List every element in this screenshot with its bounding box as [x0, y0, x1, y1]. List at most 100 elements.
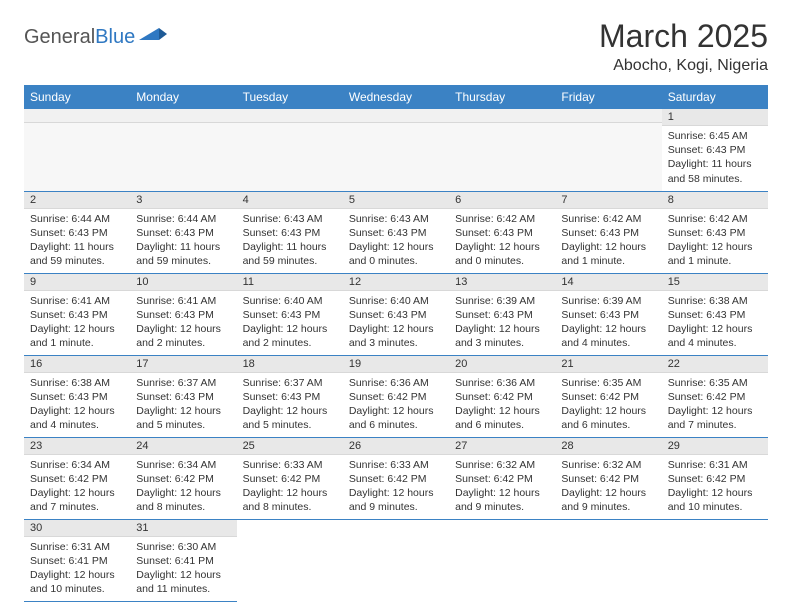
- calendar-cell: 9Sunrise: 6:41 AMSunset: 6:43 PMDaylight…: [24, 273, 130, 355]
- day-number: 16: [24, 356, 130, 373]
- day-sunset: Sunset: 6:42 PM: [30, 472, 124, 486]
- day-daylight: Daylight: 12 hours and 1 minute.: [561, 240, 655, 268]
- day-number: 18: [237, 356, 343, 373]
- calendar-cell: 28Sunrise: 6:32 AMSunset: 6:42 PMDayligh…: [555, 437, 661, 519]
- day-daylight: Daylight: 12 hours and 0 minutes.: [455, 240, 549, 268]
- calendar-cell: 16Sunrise: 6:38 AMSunset: 6:43 PMDayligh…: [24, 355, 130, 437]
- day-number: 7: [555, 192, 661, 209]
- day-body: Sunrise: 6:32 AMSunset: 6:42 PMDaylight:…: [555, 455, 661, 519]
- day-body: Sunrise: 6:34 AMSunset: 6:42 PMDaylight:…: [24, 455, 130, 519]
- day-sunset: Sunset: 6:42 PM: [668, 472, 762, 486]
- calendar-cell: 3Sunrise: 6:44 AMSunset: 6:43 PMDaylight…: [130, 191, 236, 273]
- day-sunset: Sunset: 6:41 PM: [30, 554, 124, 568]
- day-daylight: Daylight: 11 hours and 59 minutes.: [136, 240, 230, 268]
- day-daylight: Daylight: 12 hours and 2 minutes.: [243, 322, 337, 350]
- day-number: 5: [343, 192, 449, 209]
- day-daylight: Daylight: 12 hours and 8 minutes.: [243, 486, 337, 514]
- day-daylight: Daylight: 12 hours and 4 minutes.: [30, 404, 124, 432]
- day-body: Sunrise: 6:39 AMSunset: 6:43 PMDaylight:…: [555, 291, 661, 355]
- day-sunrise: Sunrise: 6:38 AM: [668, 294, 762, 308]
- day-sunset: Sunset: 6:42 PM: [243, 472, 337, 486]
- day-sunrise: Sunrise: 6:32 AM: [455, 458, 549, 472]
- day-daylight: Daylight: 12 hours and 3 minutes.: [349, 322, 443, 350]
- day-daylight: Daylight: 12 hours and 1 minute.: [30, 322, 124, 350]
- calendar-table: SundayMondayTuesdayWednesdayThursdayFrid…: [24, 85, 768, 602]
- day-body: Sunrise: 6:39 AMSunset: 6:43 PMDaylight:…: [449, 291, 555, 355]
- day-number: 14: [555, 274, 661, 291]
- day-sunset: Sunset: 6:43 PM: [30, 390, 124, 404]
- calendar-cell: 18Sunrise: 6:37 AMSunset: 6:43 PMDayligh…: [237, 355, 343, 437]
- calendar-week-row: 23Sunrise: 6:34 AMSunset: 6:42 PMDayligh…: [24, 437, 768, 519]
- day-sunrise: Sunrise: 6:41 AM: [30, 294, 124, 308]
- day-sunrise: Sunrise: 6:39 AM: [561, 294, 655, 308]
- day-sunset: Sunset: 6:42 PM: [561, 390, 655, 404]
- day-sunrise: Sunrise: 6:42 AM: [455, 212, 549, 226]
- day-daylight: Daylight: 12 hours and 10 minutes.: [668, 486, 762, 514]
- day-number: 24: [130, 438, 236, 455]
- day-body: Sunrise: 6:30 AMSunset: 6:41 PMDaylight:…: [130, 537, 236, 601]
- day-number: 19: [343, 356, 449, 373]
- calendar-cell: [237, 519, 343, 601]
- calendar-cell: 8Sunrise: 6:42 AMSunset: 6:43 PMDaylight…: [662, 191, 768, 273]
- day-number: 30: [24, 520, 130, 537]
- weekday-header: Thursday: [449, 85, 555, 109]
- day-sunset: Sunset: 6:43 PM: [243, 226, 337, 240]
- day-sunset: Sunset: 6:43 PM: [243, 308, 337, 322]
- calendar-cell: 17Sunrise: 6:37 AMSunset: 6:43 PMDayligh…: [130, 355, 236, 437]
- calendar-cell: 20Sunrise: 6:36 AMSunset: 6:42 PMDayligh…: [449, 355, 555, 437]
- empty-cell: [237, 109, 343, 123]
- day-daylight: Daylight: 12 hours and 4 minutes.: [668, 322, 762, 350]
- calendar-cell: 22Sunrise: 6:35 AMSunset: 6:42 PMDayligh…: [662, 355, 768, 437]
- day-number: 23: [24, 438, 130, 455]
- day-sunrise: Sunrise: 6:37 AM: [243, 376, 337, 390]
- day-daylight: Daylight: 12 hours and 7 minutes.: [30, 486, 124, 514]
- logo-text-general: General: [24, 26, 95, 48]
- day-sunrise: Sunrise: 6:41 AM: [136, 294, 230, 308]
- logo: GeneralBlue: [24, 26, 167, 49]
- day-body: Sunrise: 6:43 AMSunset: 6:43 PMDaylight:…: [343, 209, 449, 273]
- day-daylight: Daylight: 12 hours and 7 minutes.: [668, 404, 762, 432]
- weekday-header: Saturday: [662, 85, 768, 109]
- day-daylight: Daylight: 12 hours and 8 minutes.: [136, 486, 230, 514]
- day-body: Sunrise: 6:42 AMSunset: 6:43 PMDaylight:…: [662, 209, 768, 273]
- day-sunrise: Sunrise: 6:35 AM: [561, 376, 655, 390]
- day-sunset: Sunset: 6:42 PM: [455, 472, 549, 486]
- calendar-cell: 12Sunrise: 6:40 AMSunset: 6:43 PMDayligh…: [343, 273, 449, 355]
- calendar-cell: 21Sunrise: 6:35 AMSunset: 6:42 PMDayligh…: [555, 355, 661, 437]
- day-sunrise: Sunrise: 6:35 AM: [668, 376, 762, 390]
- calendar-cell: 27Sunrise: 6:32 AMSunset: 6:42 PMDayligh…: [449, 437, 555, 519]
- calendar-cell: 30Sunrise: 6:31 AMSunset: 6:41 PMDayligh…: [24, 519, 130, 601]
- day-number: 25: [237, 438, 343, 455]
- day-sunset: Sunset: 6:43 PM: [455, 308, 549, 322]
- day-body: Sunrise: 6:44 AMSunset: 6:43 PMDaylight:…: [130, 209, 236, 273]
- day-body: Sunrise: 6:36 AMSunset: 6:42 PMDaylight:…: [449, 373, 555, 437]
- calendar-cell: 13Sunrise: 6:39 AMSunset: 6:43 PMDayligh…: [449, 273, 555, 355]
- day-sunrise: Sunrise: 6:43 AM: [349, 212, 443, 226]
- calendar-cell: 23Sunrise: 6:34 AMSunset: 6:42 PMDayligh…: [24, 437, 130, 519]
- day-daylight: Daylight: 12 hours and 6 minutes.: [455, 404, 549, 432]
- calendar-cell: 1Sunrise: 6:45 AMSunset: 6:43 PMDaylight…: [662, 109, 768, 191]
- day-sunrise: Sunrise: 6:38 AM: [30, 376, 124, 390]
- calendar-cell: [343, 109, 449, 191]
- day-daylight: Daylight: 12 hours and 2 minutes.: [136, 322, 230, 350]
- day-body: Sunrise: 6:38 AMSunset: 6:43 PMDaylight:…: [662, 291, 768, 355]
- calendar-cell: [449, 519, 555, 601]
- day-sunset: Sunset: 6:43 PM: [30, 308, 124, 322]
- day-body: Sunrise: 6:42 AMSunset: 6:43 PMDaylight:…: [449, 209, 555, 273]
- day-sunset: Sunset: 6:43 PM: [349, 226, 443, 240]
- calendar-cell: 19Sunrise: 6:36 AMSunset: 6:42 PMDayligh…: [343, 355, 449, 437]
- day-body: Sunrise: 6:40 AMSunset: 6:43 PMDaylight:…: [237, 291, 343, 355]
- day-sunrise: Sunrise: 6:37 AM: [136, 376, 230, 390]
- day-number: 3: [130, 192, 236, 209]
- day-number: 27: [449, 438, 555, 455]
- day-sunset: Sunset: 6:41 PM: [136, 554, 230, 568]
- day-sunrise: Sunrise: 6:30 AM: [136, 540, 230, 554]
- day-body: Sunrise: 6:42 AMSunset: 6:43 PMDaylight:…: [555, 209, 661, 273]
- title-block: March 2025 Abocho, Kogi, Nigeria: [599, 18, 768, 75]
- calendar-week-row: 9Sunrise: 6:41 AMSunset: 6:43 PMDaylight…: [24, 273, 768, 355]
- day-daylight: Daylight: 12 hours and 5 minutes.: [136, 404, 230, 432]
- day-daylight: Daylight: 12 hours and 10 minutes.: [30, 568, 124, 596]
- day-sunrise: Sunrise: 6:32 AM: [561, 458, 655, 472]
- day-daylight: Daylight: 12 hours and 3 minutes.: [455, 322, 549, 350]
- day-body: Sunrise: 6:38 AMSunset: 6:43 PMDaylight:…: [24, 373, 130, 437]
